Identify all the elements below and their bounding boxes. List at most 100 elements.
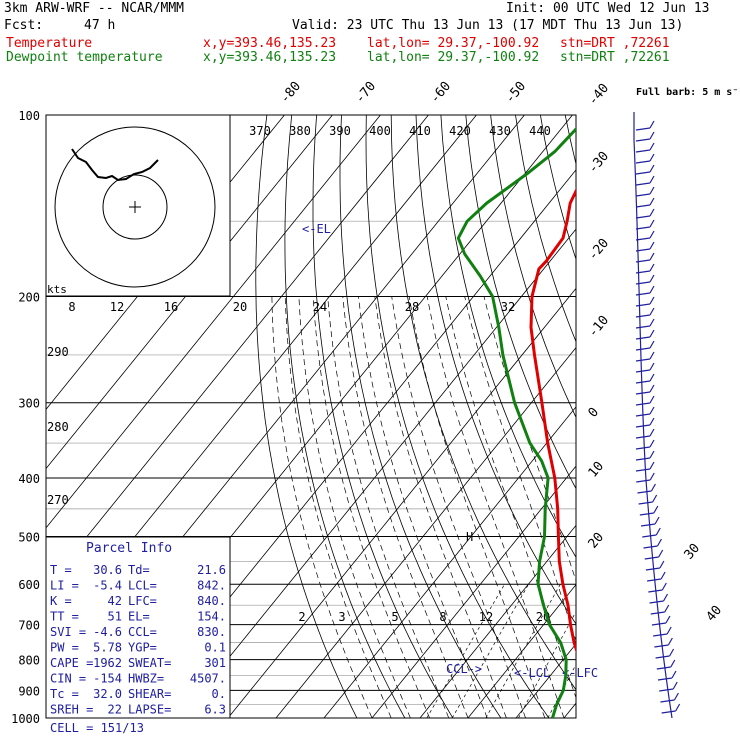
moist-adiabat-label: 24 — [313, 300, 327, 314]
dry-adiabat-line — [390, 115, 576, 691]
fcst-value: 47 h — [84, 18, 116, 33]
mixing-ratio-label: 2 — [298, 610, 305, 624]
wind-barb — [647, 571, 666, 582]
wind-barb — [635, 186, 655, 197]
parcel-param-name: Td= — [128, 563, 150, 577]
parcel-param-value: 51 — [108, 610, 122, 624]
theta-e-label: 370 — [249, 124, 271, 138]
lfc-marker: <-LFC — [562, 666, 598, 680]
parcel-param-value: 842. — [197, 579, 226, 593]
mixing-ratio-line — [587, 584, 656, 718]
parcel-param-name: PW = — [50, 641, 79, 655]
pressure-label: 700 — [18, 619, 40, 633]
dry-adiabat-line — [615, 115, 740, 718]
wind-barb — [635, 351, 655, 362]
wind-barb — [640, 516, 660, 527]
temperature-legend: Temperature — [6, 36, 93, 51]
hodograph-center-icon — [129, 201, 141, 213]
wind-barb — [635, 208, 655, 219]
moist-adiabat-label: 28 — [405, 300, 419, 314]
parcel-param-name: CCL= — [128, 625, 157, 639]
dry-adiabat-line — [640, 115, 740, 718]
moist-adiabat-line — [327, 296, 450, 718]
wind-barb — [642, 527, 661, 538]
wind-barb — [635, 461, 655, 472]
fcst-label: Fcst: — [4, 18, 44, 33]
wind-barb — [635, 175, 655, 186]
wind-barb — [635, 428, 655, 439]
dew-xy: x,y=393.46,135.23 — [203, 50, 337, 65]
theta-e-label: 430 — [489, 124, 511, 138]
wind-barb — [656, 659, 676, 670]
moist-adiabat-line — [445, 296, 576, 699]
mixing-ratio-label: 8 — [439, 610, 446, 624]
hodograph-ring — [102, 174, 168, 240]
temp-latlon: lat,lon= 29.37,-100.92 — [367, 36, 540, 51]
moist-adiabat-line — [342, 296, 469, 718]
dry-adiabat-line — [255, 115, 358, 718]
dry-adiabat-label: 270 — [47, 493, 69, 507]
init-time: Init: 00 UTC Wed 12 Jun 13 — [506, 1, 710, 16]
wind-barb — [635, 197, 655, 208]
dry-adiabat-label: 290 — [47, 345, 69, 359]
isotherm-label: -30 — [586, 149, 613, 177]
parcel-param-name: K = — [50, 594, 72, 608]
pressure-label: 100 — [18, 109, 40, 123]
wind-barb — [645, 560, 665, 571]
isotherm-label: 20 — [586, 530, 608, 552]
dry-adiabat-line — [339, 115, 502, 718]
parcel-info-title: Parcel Info — [86, 541, 172, 556]
wind-barb — [635, 439, 655, 450]
mixing-ratio-label: 5 — [391, 610, 398, 624]
el-marker: <-EL — [302, 222, 331, 236]
moist-adiabat-line — [271, 296, 373, 718]
isotherm-line — [419, 524, 576, 718]
mixing-ratio-label: 3 — [338, 610, 345, 624]
dewpoint-legend: Dewpoint temperature — [6, 50, 163, 65]
dry-adiabat-line — [690, 115, 740, 718]
moist-adiabat-line — [284, 296, 392, 718]
parcel-param-name: SHEAR= — [128, 687, 171, 701]
mixing-ratio-line — [518, 611, 576, 718]
pressure-label: 500 — [18, 530, 40, 544]
isotherm-label: 30 — [682, 541, 704, 563]
wind-barb — [659, 681, 678, 692]
freezing-level-marker: H — [466, 530, 473, 544]
wind-barb — [638, 494, 658, 505]
parcel-cell: CELL = 151/13 — [50, 721, 144, 735]
pressure-label: 800 — [18, 654, 40, 668]
isotherm-line — [708, 115, 740, 718]
parcel-param-value: 32.0 — [93, 687, 122, 701]
wind-barb — [635, 131, 655, 142]
moist-adiabat-line — [464, 296, 576, 642]
wind-barb — [635, 340, 655, 351]
wind-barb — [655, 648, 675, 659]
pressure-label: 400 — [18, 472, 40, 486]
wind-barb — [644, 549, 664, 560]
wind-barb — [635, 307, 655, 318]
isotherm-label: -20 — [586, 236, 613, 264]
wind-barb — [635, 362, 655, 373]
wind-barb — [660, 692, 679, 703]
parcel-param-name: YGP= — [128, 641, 157, 655]
plot-frame — [45, 114, 577, 719]
isotherm-line — [660, 115, 740, 718]
isotherm-line — [179, 228, 576, 718]
wind-barb — [649, 593, 669, 604]
wind-barb — [643, 538, 663, 549]
dew-stn: stn=DRT ,72261 — [560, 50, 670, 65]
isotherm-line — [323, 406, 576, 718]
isotherm-label: -40 — [586, 81, 613, 109]
isotherm-label: -70 — [353, 79, 380, 107]
valid-time: Valid: 23 UTC Thu 13 Jun 13 (17 MDT Thu … — [292, 18, 684, 33]
parcel-param-value: 30.6 — [93, 563, 122, 577]
hodograph-units: kts — [47, 283, 67, 296]
wind-barb — [661, 703, 681, 714]
parcel-param-value: 21.6 — [197, 563, 226, 577]
parcel-param-name: SWEAT= — [128, 656, 171, 670]
parcel-param-value: 1962 — [93, 656, 122, 670]
wind-barb — [635, 318, 655, 329]
wind-barb — [657, 670, 677, 681]
wind-barb — [648, 582, 667, 593]
